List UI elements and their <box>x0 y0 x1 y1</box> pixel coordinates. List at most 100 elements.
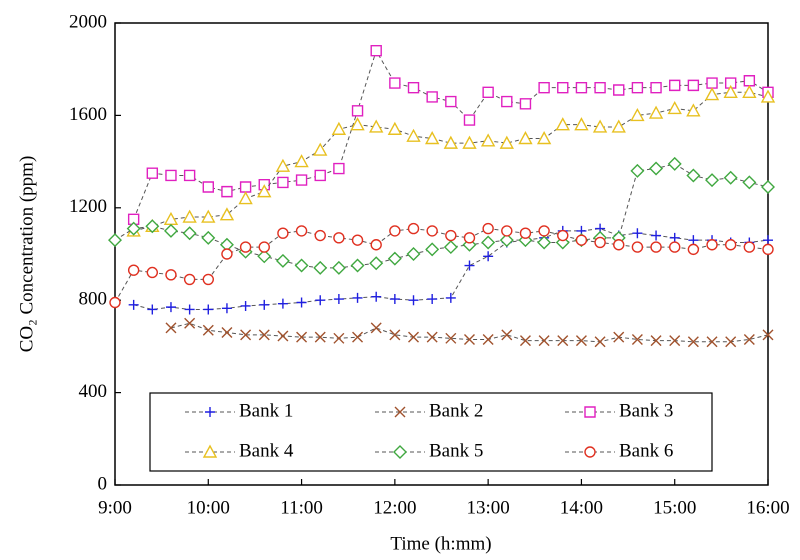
marker <box>350 117 365 131</box>
marker <box>723 170 738 185</box>
marker <box>165 269 177 281</box>
legend-label: Bank 2 <box>429 400 483 421</box>
marker <box>296 331 308 343</box>
marker <box>482 222 494 235</box>
marker <box>127 264 140 276</box>
marker <box>370 45 382 57</box>
marker <box>296 297 307 308</box>
marker <box>557 229 569 242</box>
marker <box>649 161 664 176</box>
marker <box>369 256 384 271</box>
marker <box>202 324 214 336</box>
y-tick-label: 800 <box>79 289 108 310</box>
marker <box>277 176 289 189</box>
marker <box>518 131 533 145</box>
marker <box>407 222 420 235</box>
marker <box>613 239 625 251</box>
marker <box>333 332 345 344</box>
marker <box>275 158 291 172</box>
legend-label: Bank 4 <box>239 440 294 461</box>
marker <box>424 131 440 145</box>
marker <box>221 327 233 339</box>
marker <box>387 121 403 135</box>
marker <box>202 181 214 193</box>
marker <box>705 173 720 188</box>
marker <box>499 135 514 149</box>
marker <box>389 77 401 89</box>
legend-label: Bank 6 <box>619 440 673 461</box>
marker <box>443 240 458 255</box>
legend-label: Bank 1 <box>239 400 293 421</box>
marker <box>632 228 643 239</box>
marker <box>184 317 196 329</box>
marker <box>650 81 662 94</box>
x-tick-label: 16:00 <box>746 497 789 518</box>
marker <box>481 235 496 250</box>
marker <box>723 84 738 98</box>
marker <box>426 225 438 237</box>
marker <box>631 81 644 94</box>
marker <box>183 169 196 182</box>
x-tick-label: 10:00 <box>187 497 230 518</box>
marker <box>631 333 643 345</box>
marker <box>594 236 606 249</box>
marker <box>650 335 662 347</box>
marker <box>463 333 475 345</box>
marker <box>184 304 195 315</box>
marker <box>295 225 308 237</box>
marker <box>706 77 718 89</box>
marker <box>499 233 514 248</box>
marker <box>704 87 720 101</box>
marker <box>761 180 775 194</box>
marker <box>127 213 140 226</box>
marker <box>574 117 589 131</box>
marker <box>351 105 364 117</box>
marker <box>426 91 438 103</box>
marker <box>277 298 288 309</box>
marker <box>483 251 494 262</box>
marker <box>480 133 496 147</box>
marker <box>519 335 531 347</box>
marker <box>555 117 570 131</box>
marker <box>688 235 699 246</box>
marker <box>240 300 251 311</box>
marker <box>146 266 159 279</box>
marker <box>165 169 177 182</box>
marker <box>295 174 308 186</box>
marker <box>426 331 438 343</box>
marker <box>724 77 737 89</box>
marker <box>387 251 402 266</box>
marker <box>613 84 625 96</box>
marker <box>314 331 326 343</box>
marker <box>519 227 532 239</box>
x-tick-label: 13:00 <box>467 497 510 518</box>
legend-marker <box>584 406 596 418</box>
marker <box>333 232 345 244</box>
marker <box>443 135 459 149</box>
marker <box>537 235 552 250</box>
legend: Bank 1 Bank 2 Bank 3 Bank 4 Bank 5 Bank 6 <box>149 392 713 472</box>
marker <box>352 292 363 303</box>
marker <box>239 181 252 193</box>
marker <box>406 128 421 142</box>
series-line <box>133 91 769 232</box>
marker <box>482 333 494 345</box>
marker <box>408 331 420 343</box>
marker <box>501 225 513 237</box>
marker <box>538 81 550 94</box>
marker <box>445 292 456 303</box>
marker <box>128 299 139 310</box>
marker <box>331 121 347 135</box>
marker <box>221 185 233 198</box>
marker <box>163 223 178 238</box>
marker <box>351 234 364 246</box>
marker <box>147 304 158 315</box>
marker <box>631 241 644 253</box>
marker <box>314 229 326 242</box>
marker <box>462 135 477 149</box>
marker <box>294 154 309 168</box>
marker <box>667 156 682 171</box>
marker <box>257 184 272 198</box>
marker <box>687 336 699 348</box>
marker <box>315 295 326 306</box>
